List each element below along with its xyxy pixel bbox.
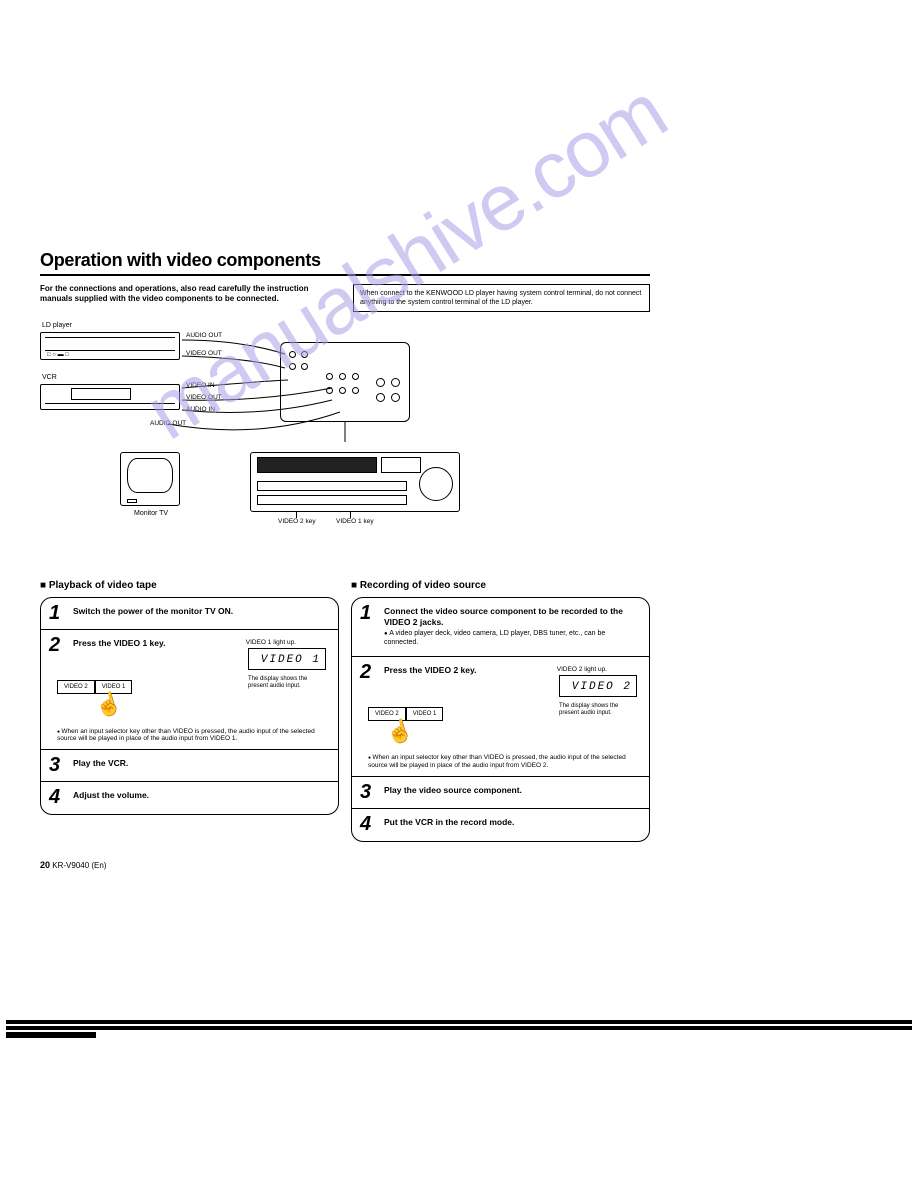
procedure-columns: Playback of video tape 1 Switch the powe… <box>40 580 650 842</box>
step-number: 4 <box>49 786 60 809</box>
connection-diagram: LD player □ ○ ▬ □ AUDIO OUT VIDEO OUT VC… <box>40 322 650 562</box>
step-text: Play the VCR. <box>73 758 328 769</box>
playback-step-2: 2 Press the VIDEO 1 key. VIDEO 1 light u… <box>41 630 338 750</box>
receiver-front <box>250 452 460 512</box>
playback-step-4: 4 Adjust the volume. <box>41 782 338 814</box>
display-panel: VIDEO 2 <box>559 675 637 697</box>
step-text: Put the VCR in the record mode. <box>384 817 639 828</box>
monitor-tv <box>120 452 180 506</box>
step-number: 2 <box>360 661 371 684</box>
playback-column: Playback of video tape 1 Switch the powe… <box>40 580 339 842</box>
page-footer: 20 KR-V9040 (En) <box>40 860 650 870</box>
step-number: 2 <box>49 634 60 657</box>
step-number: 1 <box>360 602 371 625</box>
recording-step-4: 4 Put the VCR in the record mode. <box>352 809 649 841</box>
step-number: 3 <box>49 754 60 777</box>
page-title: Operation with video components <box>40 250 650 276</box>
intro-text: For the connections and operations, also… <box>40 284 323 312</box>
manual-page: Operation with video components For the … <box>40 250 650 870</box>
display-panel: VIDEO 1 <box>248 648 326 670</box>
recording-step-1: 1 Connect the video source component to … <box>352 598 649 657</box>
step-bullet: A video player deck, video camera, LD pl… <box>384 630 639 648</box>
display-text: VIDEO 1 <box>249 649 325 671</box>
step-number: 4 <box>360 813 371 836</box>
step2-note: When an input selector key other than VI… <box>368 754 637 770</box>
video1-button: VIDEO 1 <box>406 707 444 721</box>
playback-step-1: 1 Switch the power of the monitor TV ON. <box>41 598 338 630</box>
step-text: Connect the video source component to be… <box>384 606 639 627</box>
step-text: Play the video source component. <box>384 785 639 796</box>
selector-buttons: VIDEO 2 VIDEO 1 <box>57 680 132 694</box>
intro-row: For the connections and operations, also… <box>40 284 650 312</box>
cables <box>40 322 440 462</box>
recording-header: Recording of video source <box>351 580 650 591</box>
note-box: When connect to the KENWOOD LD player ha… <box>353 284 650 312</box>
recording-column: Recording of video source 1 Connect the … <box>351 580 650 842</box>
recording-box: 1 Connect the video source component to … <box>351 597 650 842</box>
tv-label: Monitor TV <box>134 510 168 517</box>
playback-header: Playback of video tape <box>40 580 339 591</box>
step-text: Adjust the volume. <box>73 790 328 801</box>
recording-step-3: 3 Play the video source component. <box>352 777 649 809</box>
model-code: KR-V9040 (En) <box>52 861 106 870</box>
display-text: VIDEO 2 <box>560 676 636 698</box>
playback-step-3: 3 Play the VCR. <box>41 750 338 782</box>
step-text: Switch the power of the monitor TV ON. <box>73 606 328 617</box>
light-label: VIDEO 1 light up. <box>246 639 296 646</box>
playback-box: 1 Switch the power of the monitor TV ON.… <box>40 597 339 815</box>
video2-key-label: VIDEO 2 key <box>278 518 316 525</box>
display-caption: The display shows the present audio inpu… <box>248 676 326 690</box>
step-number: 3 <box>360 781 371 804</box>
page-number: 20 <box>40 860 50 870</box>
display-caption: The display shows the present audio inpu… <box>559 703 637 717</box>
step2-note: When an input selector key other than VI… <box>57 728 326 744</box>
video2-button: VIDEO 2 <box>57 680 95 694</box>
step-number: 1 <box>49 602 60 625</box>
video1-key-label: VIDEO 1 key <box>336 518 374 525</box>
recording-step-2: 2 Press the VIDEO 2 key. VIDEO 2 light u… <box>352 657 649 777</box>
scan-artifact <box>0 1020 918 1038</box>
light-label: VIDEO 2 light up. <box>557 666 607 673</box>
